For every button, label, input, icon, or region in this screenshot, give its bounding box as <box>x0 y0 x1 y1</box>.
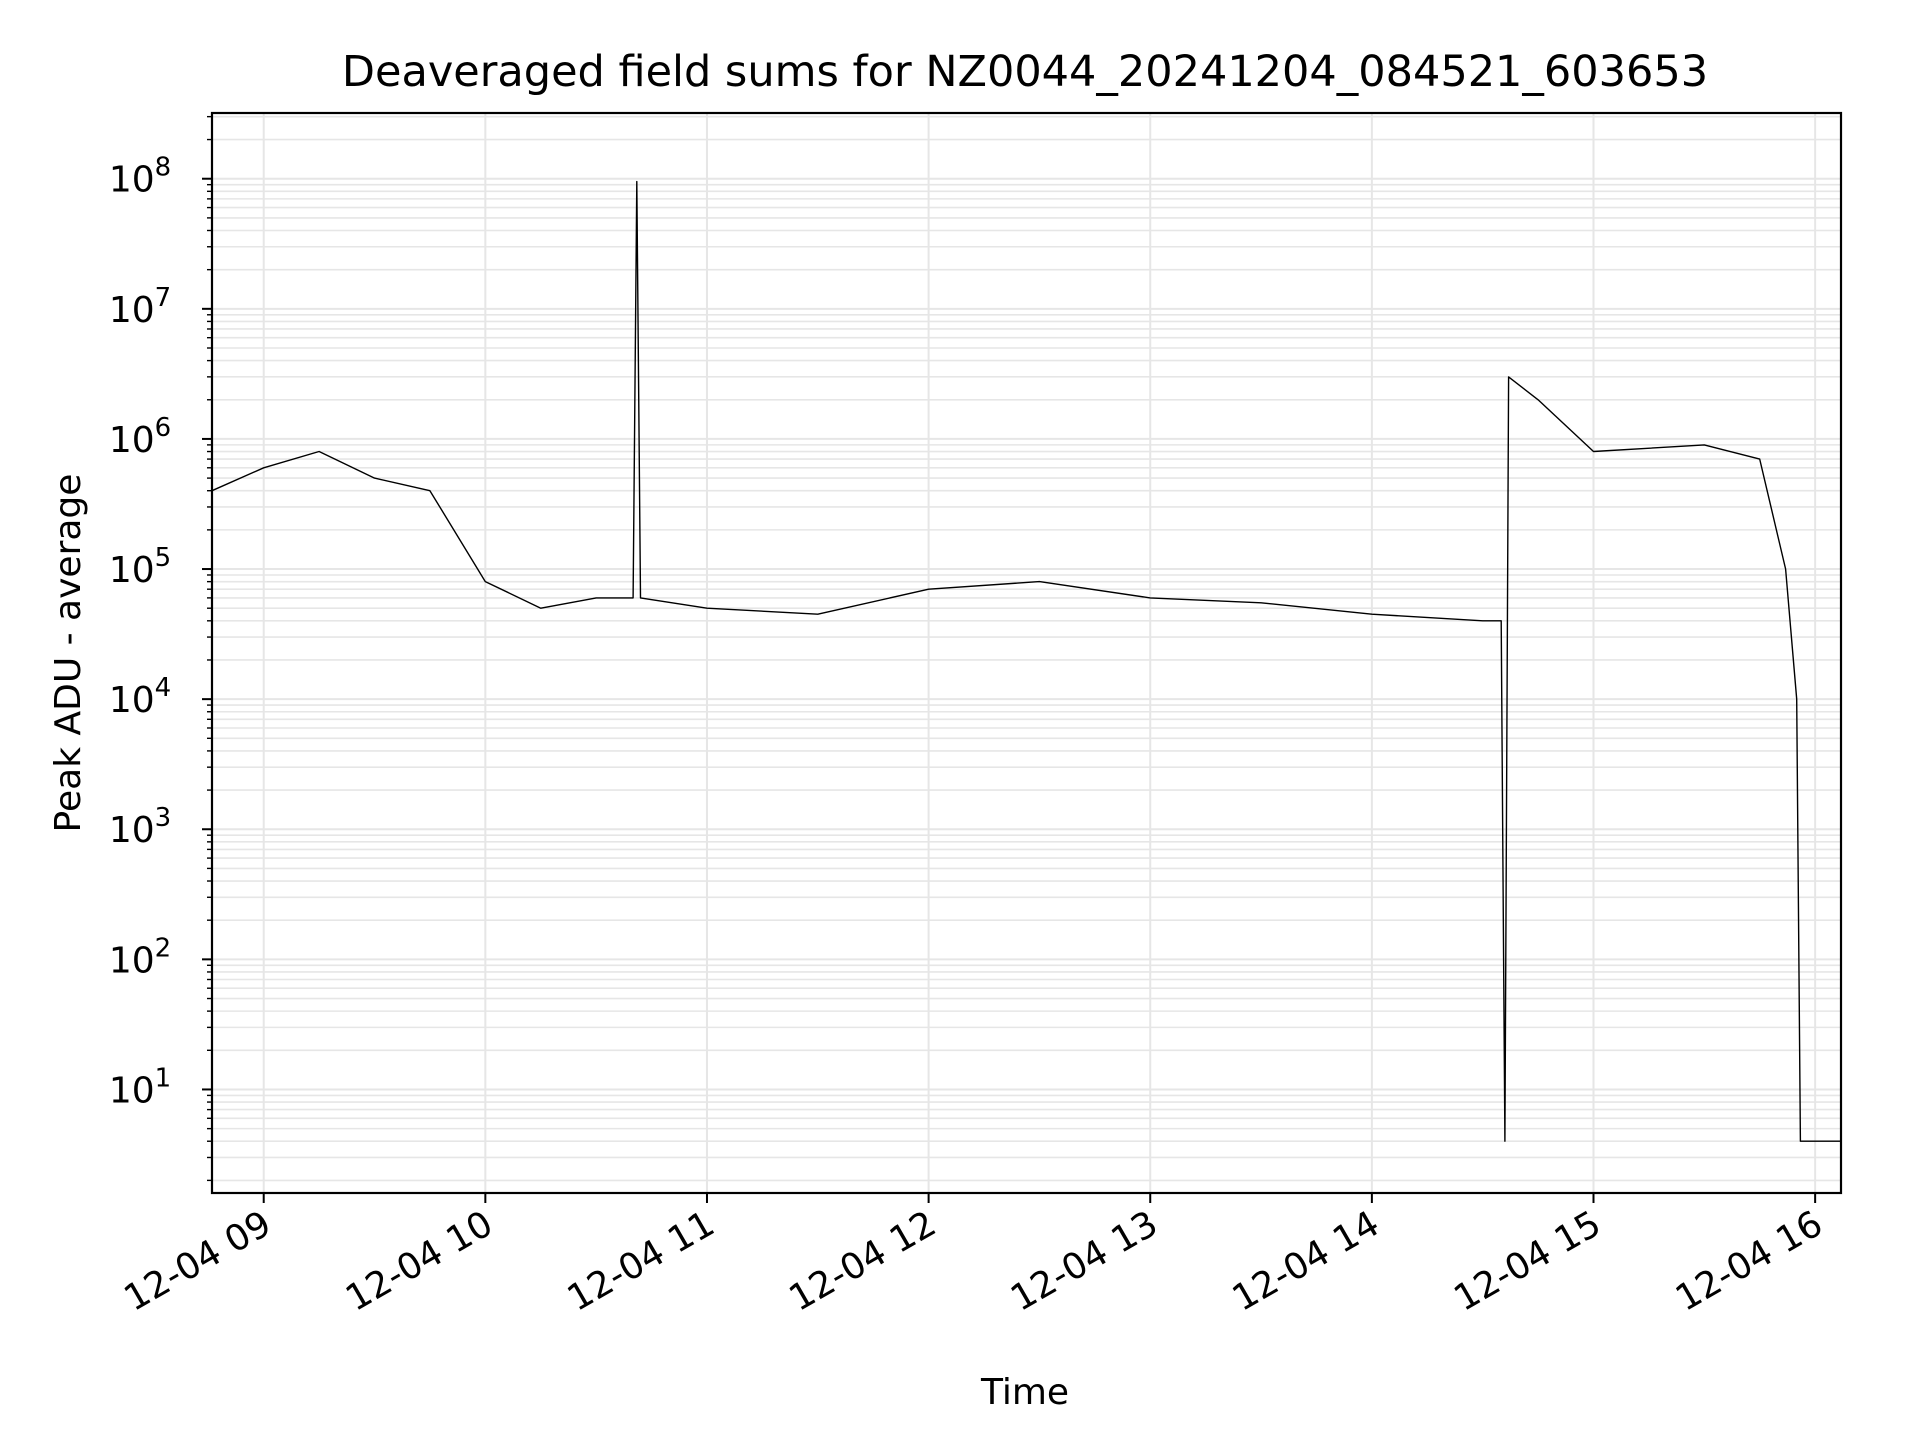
y-tick-label: 104 <box>109 673 171 721</box>
x-tick-label: 12-04 14 <box>1226 1203 1387 1319</box>
y-tick-label: 102 <box>109 933 171 981</box>
x-tick-label: 12-04 15 <box>1447 1203 1608 1319</box>
x-tick-label: 12-04 16 <box>1669 1203 1830 1319</box>
y-tick-label: 101 <box>109 1063 171 1111</box>
series-line <box>211 180 1841 1142</box>
x-tick-label: 12-04 10 <box>339 1203 500 1319</box>
chart-title: Deaveraged field sums for NZ0044_2024120… <box>342 47 1708 97</box>
y-tick-labels: 101 102 103 104 105 106 107 108 <box>109 153 171 1112</box>
y-tick-label: 108 <box>109 153 171 201</box>
y-tick-label: 106 <box>109 413 171 461</box>
y-tick-label: 105 <box>109 543 171 591</box>
x-tick-labels: 12-04 09 12-04 10 12-04 11 12-04 12 12-04 13… <box>118 1203 1830 1319</box>
y-tick-label: 107 <box>109 283 171 331</box>
x-tick-label: 12-04 11 <box>561 1203 722 1319</box>
x-tick-label: 12-04 12 <box>782 1203 943 1319</box>
plot-frame <box>210 111 1843 1195</box>
grid <box>212 113 1841 1193</box>
x-tick-label: 12-04 13 <box>1004 1203 1165 1319</box>
y-tick-label: 103 <box>109 803 171 851</box>
x-axis-label: Time <box>980 1372 1069 1413</box>
ticks <box>202 115 1817 1203</box>
x-tick-label: 12-04 09 <box>118 1203 279 1319</box>
y-axis-label: Peak ADU - average <box>48 474 89 833</box>
